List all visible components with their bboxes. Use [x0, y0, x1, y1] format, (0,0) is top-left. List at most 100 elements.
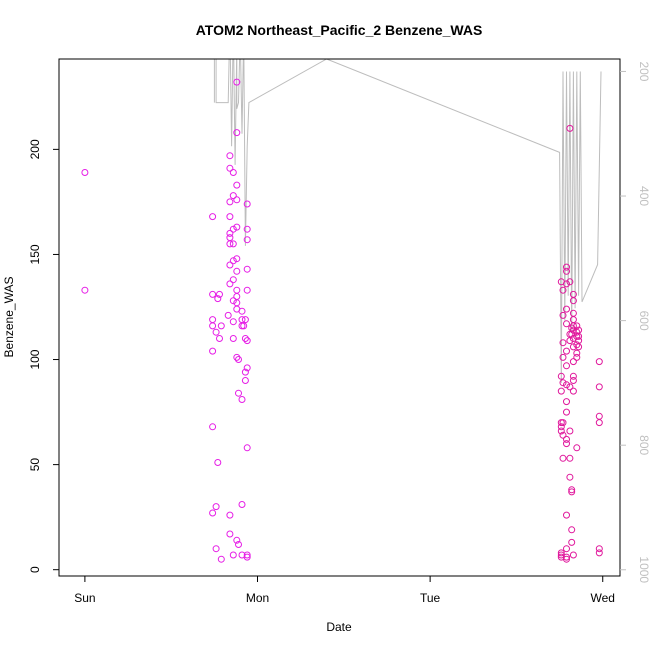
data-point	[216, 290, 223, 298]
data-point	[243, 200, 251, 208]
data-point	[214, 459, 222, 466]
data-point	[233, 353, 241, 361]
data-point	[243, 225, 251, 233]
data-point	[226, 198, 234, 206]
data-point	[229, 240, 237, 248]
data-point	[209, 509, 217, 517]
data-point	[229, 192, 237, 200]
plot-area	[81, 59, 603, 563]
data-point	[557, 423, 565, 431]
data-point	[209, 316, 217, 324]
data-point	[563, 263, 570, 271]
data-point	[573, 353, 581, 361]
data-point	[559, 454, 567, 462]
data-point	[233, 267, 241, 275]
data-point	[559, 286, 567, 294]
y2-tick-label: 1000	[637, 556, 650, 583]
data-point	[233, 536, 241, 544]
y2-tick-label: 600	[637, 311, 650, 331]
data-point	[566, 337, 574, 345]
data-point	[573, 328, 581, 336]
data-point	[81, 169, 89, 176]
chart-title: ATOM2 Northeast_Pacific_2 Benzene_WAS	[196, 22, 483, 38]
data-point	[233, 255, 241, 263]
data-point	[241, 377, 249, 384]
data-point	[229, 551, 237, 559]
pressure-line	[213, 59, 602, 383]
y-tick-label: 50	[28, 458, 42, 472]
data-point	[226, 280, 234, 288]
data-point	[563, 555, 570, 563]
data-point	[209, 213, 217, 221]
y2-tick-label: 400	[637, 186, 650, 206]
data-point	[559, 379, 567, 387]
data-point	[568, 488, 576, 496]
x-tick-label: Sun	[74, 591, 95, 605]
data-point	[243, 286, 251, 294]
data-point	[568, 526, 576, 534]
data-point	[563, 440, 570, 448]
data-point	[235, 541, 242, 548]
data-point	[240, 322, 248, 330]
data-point	[559, 339, 567, 347]
data-point	[575, 343, 583, 351]
data-point	[243, 553, 251, 561]
data-point	[568, 538, 576, 546]
data-point	[233, 129, 241, 137]
data-point	[81, 286, 89, 294]
data-point	[563, 398, 570, 406]
data-point	[229, 276, 237, 284]
data-point	[217, 322, 225, 330]
y-tick-label: 100	[28, 349, 42, 369]
data-point	[243, 236, 251, 244]
data-point	[235, 356, 242, 363]
data-point	[233, 196, 241, 204]
data-point	[229, 335, 237, 342]
data-point	[557, 427, 565, 435]
data-point	[209, 347, 217, 355]
data-point	[209, 322, 217, 330]
y-axis-label: Benzene_WAS	[2, 277, 16, 358]
y2-tick-label: 800	[637, 435, 650, 455]
data-point	[595, 412, 603, 420]
y-tick-label: 150	[28, 244, 42, 264]
data-point	[569, 343, 577, 351]
data-point	[573, 341, 581, 349]
data-point	[226, 152, 234, 160]
data-point	[224, 311, 232, 319]
data-point	[563, 408, 570, 416]
data-point	[241, 368, 249, 376]
data-point	[229, 225, 237, 233]
data-point	[573, 349, 581, 357]
data-point	[229, 257, 237, 265]
data-point	[563, 553, 570, 561]
y-tick-label: 200	[28, 139, 42, 159]
data-point	[559, 419, 567, 427]
data-point	[563, 511, 570, 519]
data-point	[226, 234, 234, 242]
data-point	[229, 297, 237, 305]
data-point	[233, 223, 241, 231]
data-point	[573, 444, 581, 452]
data-point	[243, 364, 251, 372]
data-point	[569, 551, 577, 559]
data-point	[595, 383, 603, 391]
data-point	[563, 381, 570, 389]
data-point	[216, 335, 223, 342]
data-point	[209, 423, 217, 431]
data-point	[243, 265, 251, 273]
data-point	[563, 280, 570, 288]
data-point	[235, 389, 242, 397]
data-point	[563, 267, 570, 275]
data-point	[243, 337, 251, 345]
y2-tick-label: 200	[637, 61, 650, 81]
data-point	[559, 431, 567, 439]
data-point	[229, 169, 237, 176]
data-point	[243, 551, 251, 559]
data-point	[569, 387, 577, 395]
x-tick-label: Tue	[420, 591, 441, 605]
data-point	[566, 473, 574, 481]
data-point	[557, 549, 565, 557]
data-point	[563, 347, 570, 355]
